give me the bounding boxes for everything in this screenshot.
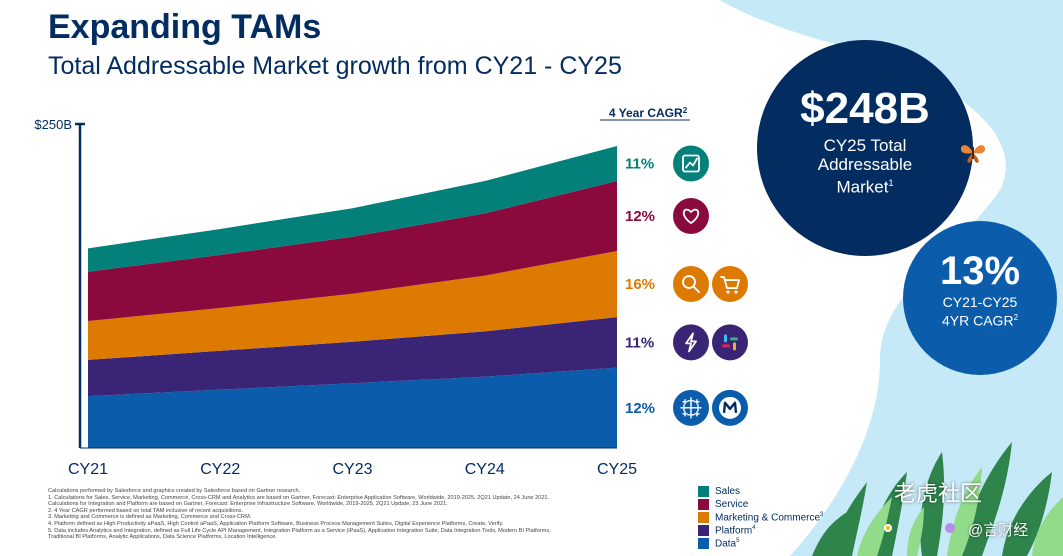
cagr-label-service: 12% <box>625 208 655 225</box>
footnote-line: Calculations performed by Salesforce and… <box>48 488 301 494</box>
legend-label: Data5 <box>715 537 740 550</box>
platform-lightning-icon <box>673 324 709 361</box>
legend-item-service: Service <box>698 498 823 511</box>
legend-item-platform: Platform4 <box>698 524 823 537</box>
slack-icon <box>712 324 748 361</box>
x-tick-label: CY25 <box>597 461 637 478</box>
legend-label: Service <box>715 499 749 510</box>
page-title: Expanding TAMs <box>48 8 322 46</box>
chart-legend: Sales Service Marketing & Commerce3 Platfor… <box>698 485 823 550</box>
legend-item-sales: Sales <box>698 485 823 498</box>
legend-label: Sales <box>715 486 741 497</box>
footnote-line: 5. Data includes Analytics and Integrati… <box>48 527 551 534</box>
mulesoft-icon <box>712 389 748 426</box>
legend-item-data: Data5 <box>698 537 823 550</box>
cagr-callout-line2: 4YR CAGR2 <box>941 312 1019 329</box>
legend-swatch <box>698 486 709 497</box>
page-subtitle: Total Addressable Market growth from CY2… <box>48 52 622 80</box>
legend-label: Marketing & Commerce3 <box>715 511 824 524</box>
footnote-line: 2. 4 Year CAGR performed based on total … <box>48 507 244 514</box>
footnote-line: Traditional BI Platforms, Analytic Appli… <box>48 534 277 541</box>
area-platform <box>88 317 617 397</box>
service-heart-icon <box>673 198 709 235</box>
cagr-label-platform: 11% <box>625 334 654 351</box>
legend-label: Platform4 <box>715 524 756 537</box>
butterfly-icon <box>960 145 986 163</box>
cagr-callout: 13% CY21-CY25 4YR CAGR2 <box>903 221 1057 375</box>
total-tam-callout: $248B CY25 Total Addressable Market1 <box>757 40 973 256</box>
x-tick-label: CY22 <box>200 461 240 478</box>
footnote-line: 3. Marketing and Commerce is defined as … <box>48 514 252 521</box>
x-tick-label: CY21 <box>68 461 108 478</box>
x-tick-label: CY24 <box>465 461 505 478</box>
total-tam-value: $248B <box>800 84 930 133</box>
commerce-cart-icon <box>712 266 748 303</box>
cagr-callout-line1: CY21-CY25 <box>942 294 1018 310</box>
cagr-callout-value: 13% <box>939 249 1021 293</box>
legend-swatch <box>698 512 709 523</box>
area-marketing-commerce <box>88 251 617 360</box>
area-service <box>88 181 617 321</box>
cagr-label-data: 12% <box>625 400 655 417</box>
x-tick-label: CY23 <box>332 461 372 478</box>
marketing-icon <box>673 266 709 303</box>
footnote-line: 4. Platform defined as High Productivity… <box>48 520 504 527</box>
area-sales <box>88 146 617 272</box>
cagr-header: 4 Year CAGR2 <box>609 106 688 120</box>
watermark-sub: @言财经 <box>968 522 1029 539</box>
area-data <box>88 367 617 448</box>
y-tick-label: $250B <box>34 117 72 132</box>
legend-swatch <box>698 499 709 510</box>
tableau-icon <box>673 389 709 426</box>
cagr-label-sales: 11% <box>625 156 654 173</box>
watermark-main: 老虎社区 <box>894 481 983 506</box>
total-tam-caption: CY25 Total Addressable Market1 <box>817 136 913 197</box>
cagr-label-marketing-commerce: 16% <box>625 276 655 293</box>
sales-chart-icon <box>673 145 709 182</box>
footnote-line: 1. Calculations for Sales, Service, Mark… <box>48 494 550 501</box>
footnotes: Calculations performed by Salesforce and… <box>48 488 688 541</box>
legend-swatch <box>698 525 709 536</box>
legend-item-marketing-commerce: Marketing & Commerce3 <box>698 511 823 524</box>
legend-swatch <box>698 538 709 549</box>
decorative-plants <box>812 442 1063 556</box>
footnote-line: Calculations for Integration and Platfor… <box>48 501 448 508</box>
